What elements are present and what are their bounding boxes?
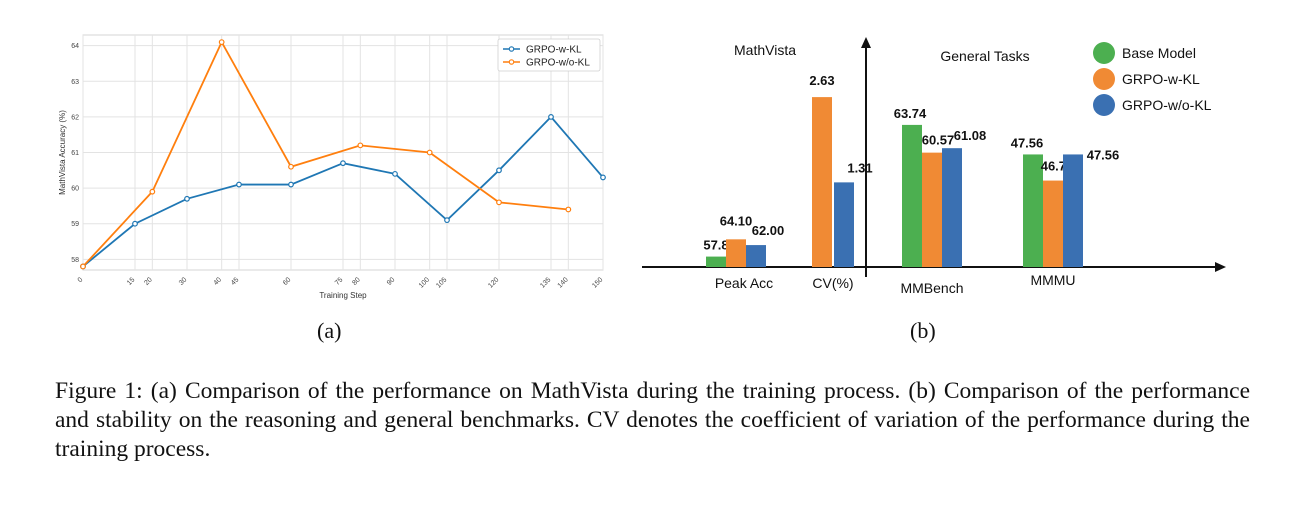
legend-label: GRPO-w-KL	[526, 45, 582, 56]
bar	[746, 245, 766, 267]
legend-marker	[508, 46, 515, 52]
bar-value-label: 57.8	[703, 238, 728, 253]
data-point	[80, 263, 86, 270]
data-point	[288, 181, 294, 188]
bar	[1023, 154, 1043, 267]
y-tick-label: 61	[71, 150, 79, 157]
legend-label: GRPO-w/o-KL	[1122, 97, 1212, 113]
bar	[812, 97, 832, 268]
x-axis-arrow	[1215, 262, 1226, 272]
x-tick-label: 140	[557, 276, 570, 289]
x-tick-label: 80	[351, 276, 362, 287]
y-axis-arrow	[861, 37, 871, 48]
x-tick-label: 90	[386, 276, 397, 287]
data-point	[496, 199, 502, 206]
series-line-2	[82, 40, 569, 268]
legend-marker	[1093, 94, 1115, 116]
x-tick-label: 30	[178, 276, 189, 287]
x-tick-label: 120	[487, 276, 500, 289]
bar-value-label: 62.00	[752, 223, 785, 238]
y-tick-label: 58	[71, 257, 79, 264]
bar	[706, 256, 726, 267]
data-point	[357, 142, 364, 149]
data-point	[218, 39, 225, 46]
line-chart-mathvista: 0 15 20 30 40 45 60 75 80 90 100 105 120 135 140 150 58 5…	[58, 34, 606, 300]
group-title: General Tasks	[940, 48, 1029, 64]
y-tick-label: 60	[71, 186, 79, 193]
bar	[942, 148, 962, 267]
bar	[1043, 180, 1063, 267]
group-title: MathVista	[734, 42, 796, 58]
legend-label: GRPO-w/o-KL	[526, 58, 590, 69]
x-tick-label: 75	[334, 276, 345, 287]
x-tick-label: 45	[230, 276, 241, 287]
x-tick-label: 15	[126, 276, 137, 287]
y-axis-label: MathVista Accuracy (%)	[58, 110, 67, 195]
data-point	[149, 188, 156, 195]
y-tick-label: 63	[71, 79, 79, 86]
bar	[902, 124, 922, 268]
bar-value-label: 2.63	[809, 73, 834, 88]
bar-value-label: 47.56	[1087, 147, 1120, 162]
legend-box	[497, 38, 601, 72]
y-tick-label: 59	[71, 221, 79, 228]
data-point	[340, 160, 346, 167]
bar-value-label: 64.10	[720, 213, 753, 228]
legend-label: Base Model	[1122, 45, 1196, 61]
legend-marker	[508, 59, 515, 65]
bar	[834, 182, 854, 267]
data-point	[236, 181, 242, 188]
x-tick-label: 135	[539, 276, 552, 289]
data-point	[548, 113, 554, 120]
x-tick-label: 0	[77, 276, 85, 284]
category-label: Peak Acc	[715, 275, 773, 291]
bar-value-label: 60.57	[922, 133, 955, 148]
subfigure-label-a: (a)	[317, 318, 342, 343]
data-point	[565, 206, 572, 213]
y-tick-label: 64	[71, 43, 79, 50]
data-point	[496, 167, 502, 174]
bar-value-label: 63.74	[894, 106, 927, 121]
data-point	[184, 195, 190, 202]
category-label: CV(%)	[812, 275, 853, 291]
category-label: MMMU	[1030, 272, 1075, 288]
legend-marker	[1093, 68, 1115, 90]
x-axis-label: Training Step	[319, 291, 367, 300]
data-point	[288, 163, 294, 170]
y-tick-label: 62	[71, 114, 79, 121]
legend-label: GRPO-w-KL	[1122, 71, 1200, 87]
x-tick-label: 20	[143, 276, 154, 287]
x-tick-label: 150	[591, 276, 604, 289]
x-tick-label: 105	[435, 276, 448, 289]
x-tick-label: 40	[213, 276, 224, 287]
data-point	[444, 217, 450, 224]
bar	[1063, 154, 1083, 267]
bar-value-label: 1.31	[847, 160, 872, 175]
x-tick-label: 100	[418, 276, 431, 289]
bar-value-label: 47.56	[1011, 135, 1044, 150]
category-label: MMBench	[900, 280, 963, 296]
x-tick-label: 60	[282, 276, 293, 287]
data-point	[600, 174, 606, 181]
bar	[922, 152, 942, 267]
bar-value-label: 61.08	[954, 128, 987, 143]
figure-caption: Figure 1: (a) Comparison of the performa…	[55, 378, 1250, 462]
legend-marker	[1093, 42, 1115, 64]
data-point	[392, 170, 398, 177]
subfigure-label-b: (b)	[910, 318, 936, 343]
data-point	[426, 149, 433, 156]
bar	[726, 239, 746, 267]
data-point	[132, 220, 138, 227]
